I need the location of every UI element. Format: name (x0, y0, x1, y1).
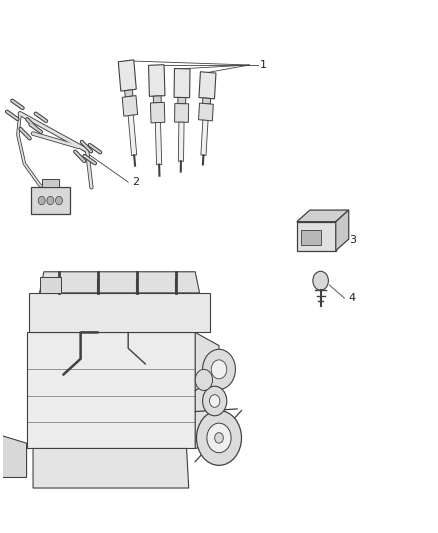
Circle shape (313, 271, 328, 290)
Polygon shape (155, 123, 162, 165)
Polygon shape (151, 102, 165, 123)
Polygon shape (201, 120, 208, 156)
Circle shape (56, 196, 63, 205)
Circle shape (202, 349, 236, 390)
Polygon shape (336, 210, 349, 251)
Polygon shape (122, 95, 138, 116)
Circle shape (215, 433, 223, 443)
Polygon shape (174, 69, 190, 98)
Polygon shape (118, 60, 136, 91)
Text: 4: 4 (349, 293, 356, 303)
Circle shape (197, 410, 241, 465)
Circle shape (195, 369, 212, 391)
Polygon shape (297, 222, 336, 251)
FancyBboxPatch shape (42, 180, 59, 188)
Polygon shape (178, 98, 186, 104)
Polygon shape (128, 115, 137, 156)
Text: 2: 2 (133, 177, 140, 187)
Circle shape (47, 196, 54, 205)
Circle shape (38, 196, 45, 205)
Polygon shape (178, 122, 184, 161)
Polygon shape (301, 230, 321, 245)
Polygon shape (198, 103, 213, 121)
Circle shape (202, 386, 227, 416)
Polygon shape (195, 333, 219, 448)
Polygon shape (148, 64, 165, 96)
Text: 3: 3 (349, 235, 356, 245)
Polygon shape (297, 210, 349, 222)
FancyBboxPatch shape (31, 188, 70, 214)
Polygon shape (0, 435, 27, 478)
Text: 1: 1 (260, 60, 267, 70)
Polygon shape (29, 293, 210, 333)
Polygon shape (125, 90, 133, 97)
Polygon shape (27, 333, 195, 448)
Polygon shape (202, 98, 211, 104)
FancyBboxPatch shape (39, 277, 61, 293)
Polygon shape (175, 103, 189, 123)
Circle shape (207, 423, 231, 453)
Circle shape (209, 394, 220, 407)
Polygon shape (33, 448, 189, 488)
Polygon shape (199, 72, 216, 99)
Polygon shape (153, 96, 161, 103)
Circle shape (211, 360, 227, 379)
Polygon shape (39, 272, 200, 293)
